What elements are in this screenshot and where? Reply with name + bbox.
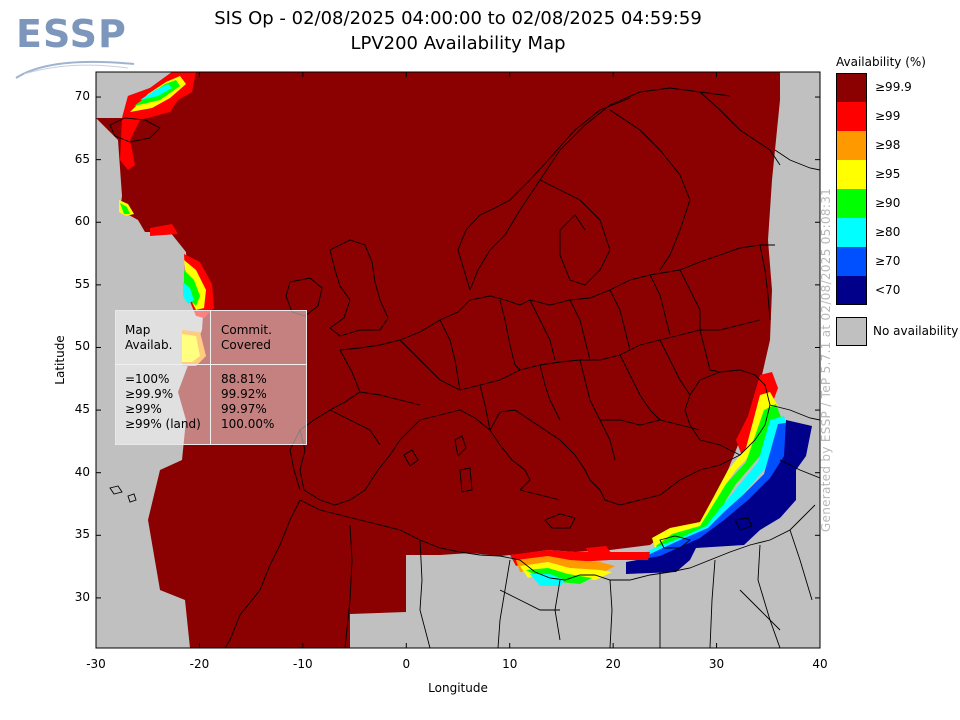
plot-frame: [95, 71, 821, 649]
x-tick-label: 0: [402, 657, 411, 671]
legend-title: Availability (%): [836, 55, 926, 69]
stats-row-1-right: 99.92%: [221, 387, 267, 401]
stats-table-background: [115, 310, 307, 445]
essp-logo: ESSP: [16, 12, 127, 56]
stats-row-0-left: =100%: [125, 372, 170, 386]
legend-label: ≥70: [875, 254, 901, 268]
x-tick-label: 40: [812, 657, 828, 671]
y-tick-label: 50: [74, 339, 90, 354]
legend-label: ≥95: [875, 167, 901, 181]
stats-table-header-divider: [115, 364, 307, 365]
stats-table-divider: [210, 310, 211, 445]
legend-label: ≥98: [875, 138, 901, 152]
stats-row-1-left: ≥99.9%: [125, 387, 174, 401]
country-borders: [109, 87, 820, 648]
x-tick-label: 30: [708, 657, 725, 671]
stats-row-2-left: ≥99%: [125, 402, 162, 416]
essp-logo-swoosh-icon: [15, 60, 135, 79]
y-tick-label: 55: [74, 276, 90, 291]
legend-label-no-availability: No availability: [873, 324, 959, 338]
stats-header-commit-covered: Commit. Covered: [221, 323, 272, 352]
generated-note: Generated by ESSP / TeP 5.7.1 at 02/08/2…: [819, 187, 833, 533]
stats-header-map-availability: Map Availab.: [125, 323, 173, 352]
x-axis-label: Longitude: [428, 681, 488, 695]
legend-swatch: [836, 160, 867, 189]
legend-label: ≥99.9: [875, 80, 912, 94]
chart-title: SIS Op - 02/08/2025 04:00:00 to 02/08/20…: [214, 8, 702, 29]
availability-coverage-region: [96, 72, 812, 648]
y-tick-label: 30: [74, 589, 90, 604]
stats-row-2-right: 99.97%: [221, 402, 267, 416]
y-tick-label: 70: [74, 89, 90, 104]
legend-swatch: [836, 276, 867, 305]
legend-label: ≥80: [875, 225, 901, 239]
legend-swatch: [836, 218, 867, 247]
legend-swatch: [836, 189, 867, 218]
x-tick-label: -30: [86, 657, 106, 671]
legend-swatch: [836, 247, 867, 276]
x-tick-label: -20: [189, 657, 210, 671]
x-tick-label: 10: [502, 657, 518, 671]
stats-row-0-right: 88.81%: [221, 372, 267, 386]
y-tick-label: 60: [74, 214, 90, 229]
legend-label: <70: [875, 283, 901, 297]
chart-subtitle: LPV200 Availability Map: [350, 33, 566, 54]
y-tick-label: 45: [74, 402, 90, 417]
stats-row-3-right: 100.00%: [221, 417, 275, 431]
axis-tick-marks: [95, 72, 821, 648]
y-tick-label: 35: [74, 527, 90, 542]
y-tick-label: 40: [74, 464, 90, 479]
y-tick-label: 65: [74, 151, 90, 166]
legend-label: ≥90: [875, 196, 901, 210]
y-axis-label: Latitude: [53, 335, 67, 385]
stats-table: Map Availab. Commit. Covered =100% 88.81…: [115, 310, 307, 445]
legend-swatch: [836, 73, 867, 102]
legend-swatch: [836, 102, 867, 131]
legend-label: ≥99: [875, 109, 901, 123]
stats-row-3-left: ≥99% (land): [125, 417, 201, 431]
legend-swatch-no-availability: [836, 317, 867, 346]
x-tick-label: -10: [293, 657, 313, 671]
x-tick-label: 20: [605, 657, 621, 671]
legend-swatch: [836, 131, 867, 160]
